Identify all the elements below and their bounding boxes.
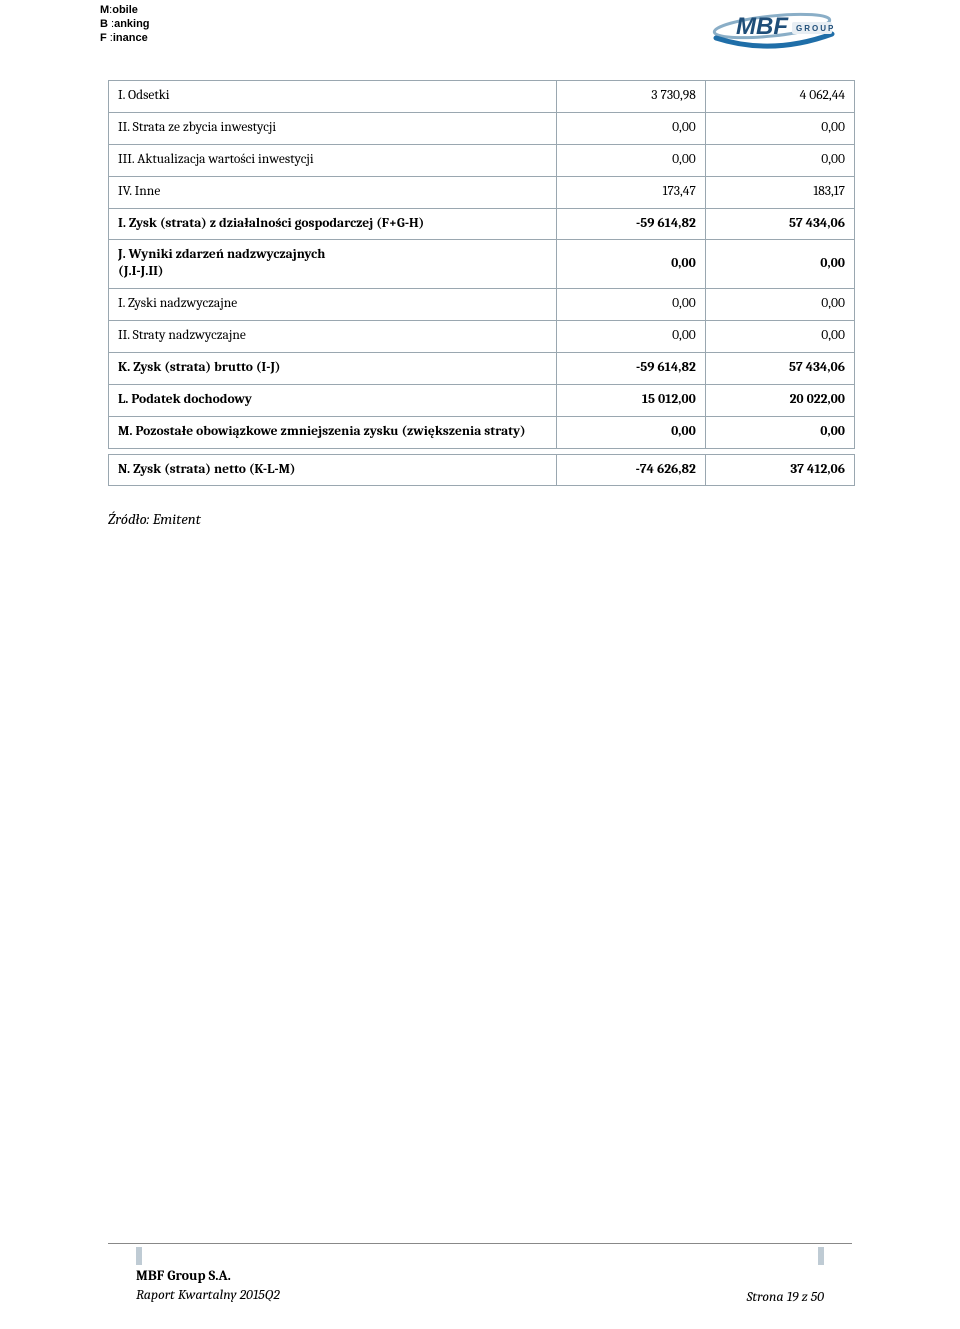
wordmark-b-initial: B xyxy=(100,18,108,30)
cell-value-2: 57 434,06 xyxy=(705,208,854,240)
cell-value-2: 0,00 xyxy=(705,289,854,321)
cell-value-2: 183,17 xyxy=(705,176,854,208)
footer-tick-right xyxy=(818,1247,824,1265)
cell-value-2: 0,00 xyxy=(705,240,854,289)
source-label: Źródło: Emitent xyxy=(108,510,855,528)
cell-value-2: 0,00 xyxy=(705,112,854,144)
table-row: J. Wyniki zdarzeń nadzwyczajnych(J.I-J.I… xyxy=(109,240,855,289)
cell-value-1: 0,00 xyxy=(556,416,705,448)
cell-label: N. Zysk (strata) netto (K-L-M) xyxy=(109,454,557,486)
table-row: I. Odsetki3 730,984 062,44 xyxy=(109,81,855,113)
cell-label: II. Straty nadzwyczajne xyxy=(109,321,557,353)
cell-value-1: 0,00 xyxy=(556,144,705,176)
table-row: I. Zyski nadzwyczajne0,000,00 xyxy=(109,289,855,321)
cell-value-2: 4 062,44 xyxy=(705,81,854,113)
logo-text-sub: GROUP xyxy=(796,24,835,33)
cell-value-1: -59 614,82 xyxy=(556,208,705,240)
cell-value-1: 0,00 xyxy=(556,240,705,289)
cell-label: K. Zysk (strata) brutto (I-J) xyxy=(109,352,557,384)
footer-ticks xyxy=(108,1247,852,1265)
cell-value-1: -59 614,82 xyxy=(556,352,705,384)
cell-label: J. Wyniki zdarzeń nadzwyczajnych(J.I-J.I… xyxy=(109,240,557,289)
cell-value-1: 0,00 xyxy=(556,289,705,321)
cell-value-1: 173,47 xyxy=(556,176,705,208)
cell-label: I. Odsetki xyxy=(109,81,557,113)
table-row: II. Straty nadzwyczajne0,000,00 xyxy=(109,321,855,353)
cell-label: I. Zyski nadzwyczajne xyxy=(109,289,557,321)
table-row-final: N. Zysk (strata) netto (K-L-M) -74 626,8… xyxy=(109,454,855,486)
footer-rule xyxy=(108,1243,852,1244)
logo-text-main: MBF xyxy=(736,13,789,40)
wordmark-m-rest: obile xyxy=(112,4,138,16)
footer-page-number: Strona 19 z 50 xyxy=(747,1288,824,1305)
page-footer: MBF Group S.A. Raport Kwartalny 2015Q2 S… xyxy=(0,1243,960,1305)
wordmark: M:obile B :anking F :inance xyxy=(100,4,150,45)
cell-label: II. Strata ze zbycia inwestycji xyxy=(109,112,557,144)
footer-company: MBF Group S.A. xyxy=(136,1267,280,1286)
financial-table: I. Odsetki3 730,984 062,44II. Strata ze … xyxy=(108,80,855,486)
content-area: I. Odsetki3 730,984 062,44II. Strata ze … xyxy=(0,60,960,528)
page-header: M:obile B :anking F :inance MBF GROUP xyxy=(0,0,960,60)
cell-label: IV. Inne xyxy=(109,176,557,208)
cell-value-1: 15 012,00 xyxy=(556,384,705,416)
cell-label: L. Podatek dochodowy xyxy=(109,384,557,416)
cell-value-2: 0,00 xyxy=(705,321,854,353)
wordmark-f-initial: F xyxy=(100,32,107,44)
wordmark-m-initial: M xyxy=(100,4,109,16)
footer-tick-left xyxy=(136,1247,142,1265)
cell-label: M. Pozostałe obowiązkowe zmniejszenia zy… xyxy=(109,416,557,448)
cell-value-1: -74 626,82 xyxy=(556,454,705,486)
cell-value-1: 0,00 xyxy=(556,112,705,144)
cell-value-2: 37 412,06 xyxy=(705,454,854,486)
cell-label: III. Aktualizacja wartości inwestycji xyxy=(109,144,557,176)
table-row: K. Zysk (strata) brutto (I-J)-59 614,825… xyxy=(109,352,855,384)
cell-label: I. Zysk (strata) z działalności gospodar… xyxy=(109,208,557,240)
wordmark-b-rest: anking xyxy=(114,18,149,30)
wordmark-f-rest: inance xyxy=(113,32,148,44)
table-row: IV. Inne173,47183,17 xyxy=(109,176,855,208)
table-row: M. Pozostałe obowiązkowe zmniejszenia zy… xyxy=(109,416,855,448)
cell-value-2: 57 434,06 xyxy=(705,352,854,384)
cell-value-2: 0,00 xyxy=(705,416,854,448)
company-logo: MBF GROUP xyxy=(710,4,840,56)
cell-value-2: 0,00 xyxy=(705,144,854,176)
cell-value-2: 20 022,00 xyxy=(705,384,854,416)
cell-value-1: 3 730,98 xyxy=(556,81,705,113)
cell-value-1: 0,00 xyxy=(556,321,705,353)
table-row: L. Podatek dochodowy15 012,0020 022,00 xyxy=(109,384,855,416)
table-row: I. Zysk (strata) z działalności gospodar… xyxy=(109,208,855,240)
footer-report: Raport Kwartalny 2015Q2 xyxy=(136,1286,280,1305)
table-row: III. Aktualizacja wartości inwestycji0,0… xyxy=(109,144,855,176)
table-row: II. Strata ze zbycia inwestycji0,000,00 xyxy=(109,112,855,144)
